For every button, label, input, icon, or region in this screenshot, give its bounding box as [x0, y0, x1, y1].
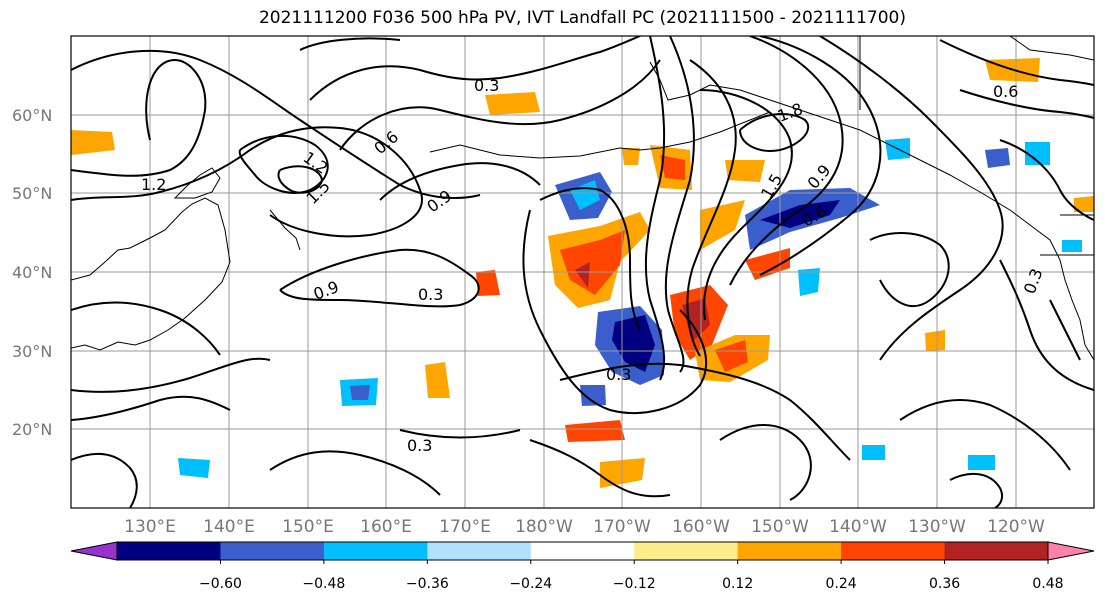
contour-label: 1.2 [141, 175, 166, 194]
colorbar-segment [530, 542, 635, 560]
colorbar-tick-label: −0.24 [509, 576, 552, 592]
colorbar-segment [841, 542, 946, 560]
longitude-labels: 130°E 140°E 150°E 160°E 170°E 180°W 170°… [124, 517, 1045, 537]
colorbar-segment [323, 542, 428, 560]
lat-label: 20°N [12, 420, 52, 439]
lon-label: 160°E [360, 517, 412, 537]
contour-label: 0.3 [418, 285, 443, 304]
colorbar-segment [737, 542, 842, 560]
lon-label: 120°W [987, 517, 1045, 537]
colorbar-tick-label: −0.60 [199, 576, 242, 592]
lon-label: 160°W [672, 517, 730, 537]
contour-label: 0.3 [606, 365, 631, 384]
colorbar-tick-label: −0.48 [302, 576, 345, 592]
colorbar-tick-label: 0.36 [929, 576, 960, 592]
lon-label: 150°E [282, 517, 334, 537]
pv-contours [71, 36, 1094, 508]
lat-label: 50°N [12, 184, 52, 203]
colorbar-segment [220, 542, 325, 560]
map-title: 2021111200 F036 500 hPa PV, IVT Landfall… [258, 8, 906, 28]
colorbar-tick-label: −0.12 [613, 576, 656, 592]
lon-label: 130°W [908, 517, 966, 537]
lon-label: 150°W [751, 517, 809, 537]
colorbar-extend-left [70, 541, 118, 561]
lon-label: 170°E [439, 517, 491, 537]
colorbar-segment [117, 542, 221, 560]
contour-label: 0.3 [407, 436, 432, 455]
colorbar-segment [944, 542, 1049, 560]
lon-label: 180°W [515, 517, 573, 537]
lat-label: 40°N [12, 263, 52, 282]
pv-anomaly-shading [71, 58, 1094, 488]
colorbar-outline [116, 541, 1049, 561]
colorbar-segment [427, 542, 532, 560]
lon-label: 140°E [203, 517, 255, 537]
contour-label: 0.3 [474, 76, 499, 95]
map-frame [70, 35, 1095, 509]
colorbar-extend-right [1047, 541, 1095, 561]
colorbar-segment [634, 542, 739, 560]
contour-label: 0.6 [993, 82, 1018, 101]
colorbar: −0.60 −0.48 −0.36 −0.24 −0.12 0.12 0.24 0.36 0.4… [70, 541, 1095, 592]
lon-label: 140°W [829, 517, 887, 537]
colorbar-tick-label: 0.24 [826, 576, 857, 592]
colorbar-tick-label: 0.12 [722, 576, 753, 592]
lon-label: 130°E [124, 517, 176, 537]
colorbar-tick-label: −0.36 [406, 576, 449, 592]
colorbar-tick-label: 0.48 [1032, 576, 1063, 592]
lat-label: 30°N [12, 342, 52, 361]
latitude-labels: 60°N 50°N 40°N 30°N 20°N [12, 106, 52, 439]
lon-label: 170°W [593, 517, 651, 537]
lat-label: 60°N [12, 106, 52, 125]
